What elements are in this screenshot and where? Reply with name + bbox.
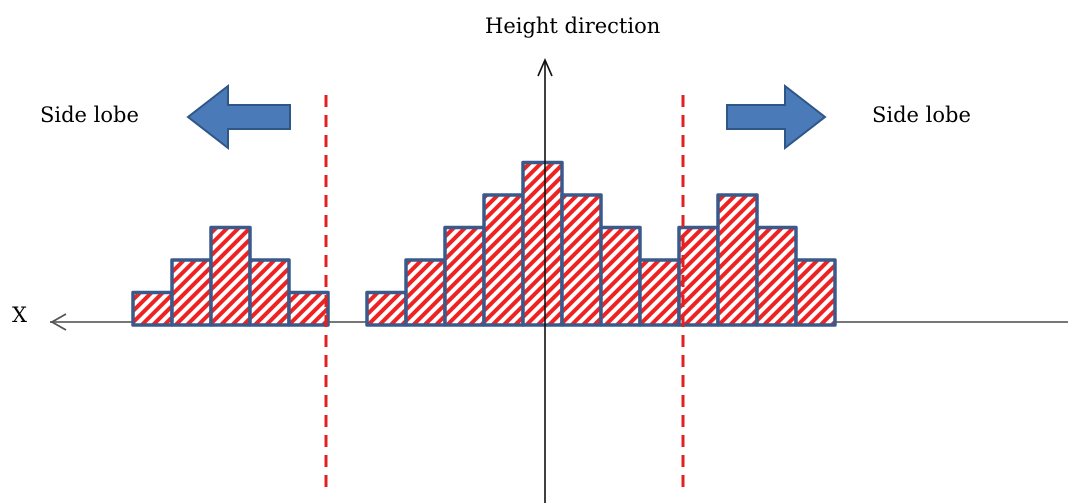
x-axis-arrowhead [50, 313, 67, 331]
height-axis-arrowhead [537, 58, 553, 77]
left-lobe-bar-1 [131, 290, 174, 327]
main-bar-3 [443, 225, 486, 327]
left-lobe-bar-2 [170, 258, 213, 327]
main-bar-4 [482, 193, 525, 327]
main-bar-10 [716, 193, 759, 327]
left-lobe-bar-4 [248, 258, 291, 327]
main-bar-5 [521, 160, 564, 327]
main-bar-8 [638, 258, 681, 327]
main-bar-9 [677, 225, 720, 327]
x-axis-label: X [12, 303, 27, 327]
right-arrow-icon [726, 83, 827, 151]
bars-group [131, 160, 837, 327]
side-lobe-right-label: Side lobe [872, 103, 971, 127]
main-bar-2 [404, 258, 447, 327]
side-lobe-left-label: Side lobe [40, 103, 139, 127]
main-bar-7 [599, 225, 642, 327]
left-arrow-icon [186, 83, 291, 151]
left-lobe-bar-5 [287, 290, 330, 327]
main-bar-6 [560, 193, 603, 327]
main-bar-11 [755, 225, 798, 327]
left-lobe-bar-3 [209, 225, 252, 327]
main-bar-1 [365, 290, 408, 327]
height-direction-label: Height direction [485, 14, 660, 38]
main-bar-12 [794, 258, 837, 327]
